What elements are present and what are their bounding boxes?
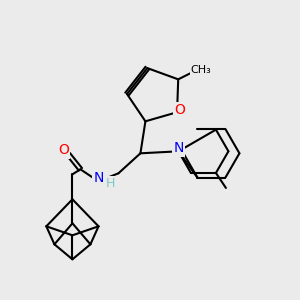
Text: N: N: [93, 171, 103, 185]
Text: H: H: [106, 177, 115, 190]
Text: CH₃: CH₃: [191, 65, 212, 75]
Text: O: O: [175, 103, 185, 117]
Text: N: N: [173, 141, 184, 155]
Text: O: O: [58, 143, 69, 157]
